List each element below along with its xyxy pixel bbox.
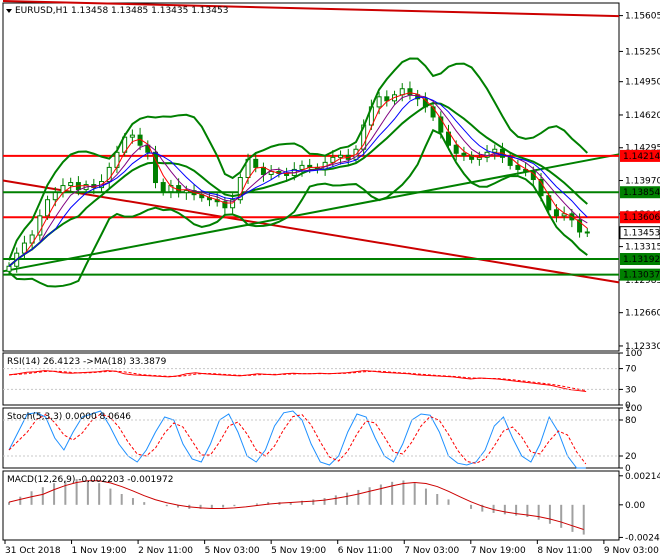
ma-slow-line bbox=[8, 96, 588, 267]
price-tick-label: 1.12330 bbox=[625, 342, 660, 352]
candle-body bbox=[584, 231, 590, 234]
candle-body bbox=[168, 185, 174, 193]
bollinger-middle-line bbox=[8, 102, 588, 268]
symbol-ohlc-header: EURUSD,H1 1.13458 1.13485 1.13435 1.1345… bbox=[15, 6, 228, 16]
price-tick-label: 1.13315 bbox=[625, 243, 660, 253]
candle-body bbox=[153, 151, 158, 184]
stoch-panel-frame bbox=[2, 407, 620, 469]
rsi-panel-frame bbox=[2, 352, 620, 406]
level-label-box bbox=[620, 149, 660, 162]
candle-body bbox=[577, 219, 583, 233]
candle-body bbox=[492, 148, 498, 153]
level-label-box bbox=[620, 186, 660, 199]
trendline bbox=[2, 153, 620, 273]
time-tick-label: 5 Nov 19:00 bbox=[271, 546, 326, 556]
level-label: 1.13854 bbox=[623, 188, 660, 198]
time-tick-label: 9 Nov 03:00 bbox=[604, 546, 659, 556]
candle-body bbox=[376, 96, 382, 108]
candle-body bbox=[160, 182, 166, 193]
rsi-tick-label: 100 bbox=[625, 349, 642, 359]
price-tick-label: 1.15605 bbox=[625, 12, 660, 22]
rsi-signal-line bbox=[8, 370, 587, 391]
candle-body bbox=[52, 192, 58, 201]
level-label: 1.13192 bbox=[623, 255, 660, 265]
level-label: 1.13606 bbox=[623, 213, 660, 223]
macd-signal-line bbox=[8, 480, 584, 530]
symbol-dropdown-icon bbox=[6, 9, 12, 13]
candle-body bbox=[260, 166, 266, 175]
current-price-box bbox=[619, 226, 660, 240]
macd-tick-label: 0.00 bbox=[625, 501, 645, 511]
trendline bbox=[2, 179, 620, 284]
stoch-tick-label: 80 bbox=[625, 416, 637, 426]
candle-body bbox=[438, 116, 444, 133]
candle-body bbox=[330, 156, 336, 163]
trendline bbox=[2, 0, 620, 18]
bollinger-lower-line bbox=[8, 128, 588, 288]
time-tick-label: 7 Nov 19:00 bbox=[471, 546, 526, 556]
macd-tick-label: -0.00241 bbox=[625, 533, 660, 543]
bollinger-upper-line bbox=[8, 57, 588, 261]
price-tick-label: 1.14620 bbox=[625, 111, 660, 121]
candle-body bbox=[222, 201, 228, 209]
candle-body bbox=[384, 96, 390, 102]
macd-header: MACD(12,26,9) -0.002203 -0.001972 bbox=[7, 475, 173, 485]
stoch-tick-label: 100 bbox=[625, 404, 642, 414]
level-label: 1.13037 bbox=[623, 271, 660, 281]
candle-body bbox=[538, 179, 544, 197]
candle-body bbox=[553, 209, 559, 217]
candle-body bbox=[515, 164, 521, 170]
candle-body bbox=[299, 164, 305, 170]
rsi-tick-label: 0 bbox=[625, 401, 631, 411]
candle-body bbox=[230, 199, 236, 209]
candle-body bbox=[183, 190, 189, 194]
candle-body bbox=[461, 152, 467, 156]
candle-body bbox=[399, 88, 405, 96]
candle-body bbox=[253, 158, 259, 168]
candle-body bbox=[37, 215, 43, 236]
current-price-label: 1.13453 bbox=[623, 229, 660, 239]
time-tick-label: 31 Oct 2018 bbox=[5, 546, 61, 556]
candle-body bbox=[68, 182, 74, 187]
level-label-box bbox=[620, 211, 660, 224]
rsi-tick-label: 30 bbox=[625, 385, 637, 395]
time-tick-label: 2 Nov 11:00 bbox=[138, 546, 193, 556]
time-tick-label: 7 Nov 03:00 bbox=[404, 546, 459, 556]
price-tick-label: 1.12985 bbox=[625, 276, 660, 286]
rsi-line bbox=[8, 370, 587, 392]
candle-body bbox=[129, 134, 135, 138]
time-tick-label: 1 Nov 19:00 bbox=[72, 546, 127, 556]
price-tick-label: 1.14950 bbox=[625, 78, 660, 88]
rsi-header: RSI(14) 26.4123 ->MA(18) 33.3879 bbox=[7, 357, 167, 367]
time-tick-label: 5 Nov 03:00 bbox=[205, 546, 260, 556]
price-tick-label: 1.12660 bbox=[625, 309, 660, 319]
main-panel-frame bbox=[2, 2, 620, 352]
stoch-tick-label: 0 bbox=[625, 464, 631, 474]
level-label: 1.14214 bbox=[623, 152, 660, 162]
level-label-box bbox=[620, 253, 660, 266]
candle-body bbox=[237, 177, 243, 201]
macd-panel-frame bbox=[2, 470, 620, 541]
stoch-signal-line bbox=[8, 413, 587, 465]
candle-body bbox=[407, 88, 413, 96]
time-tick-label: 8 Nov 11:00 bbox=[537, 546, 592, 556]
candle-body bbox=[338, 154, 344, 158]
price-tick-label: 1.15250 bbox=[625, 47, 660, 57]
stoch-header: Stoch(5,3,3) 0.0000 8.0646 bbox=[7, 412, 131, 422]
candle-body bbox=[453, 144, 459, 154]
candle-body bbox=[561, 213, 567, 217]
rsi-tick-label: 70 bbox=[625, 365, 637, 375]
candle-body bbox=[469, 154, 475, 160]
price-tick-label: 1.13970 bbox=[625, 177, 660, 187]
level-label-box bbox=[620, 268, 660, 281]
candle-body bbox=[415, 94, 421, 100]
stoch-tick-label: 20 bbox=[625, 452, 637, 462]
candle-body bbox=[6, 265, 12, 272]
time-tick-label: 6 Nov 11:00 bbox=[338, 546, 393, 556]
price-tick-label: 1.14295 bbox=[625, 144, 660, 154]
ma-mid-line bbox=[8, 94, 588, 267]
macd-tick-label: 0.002145 bbox=[625, 472, 660, 482]
